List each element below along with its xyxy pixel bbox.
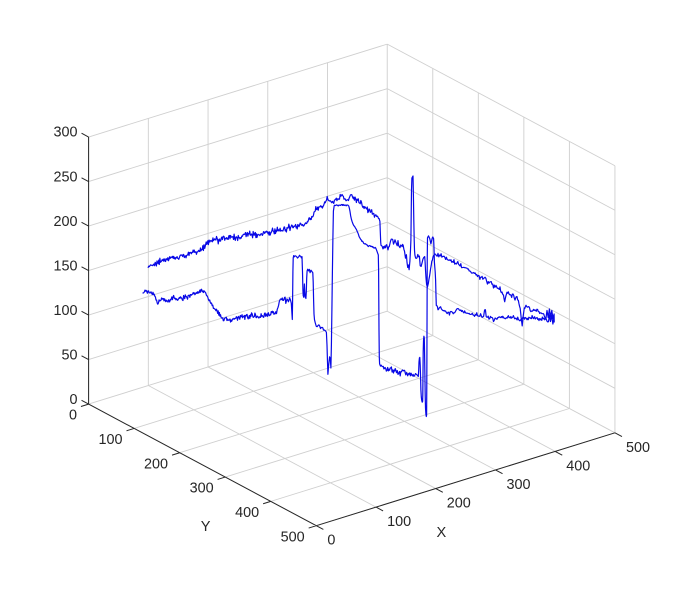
svg-text:150: 150 [53,258,77,274]
svg-text:500: 500 [626,440,650,456]
svg-text:0: 0 [69,408,77,424]
svg-text:300: 300 [507,477,531,493]
svg-text:0: 0 [69,392,77,408]
svg-text:100: 100 [387,514,411,530]
svg-text:X: X [437,525,447,541]
svg-text:100: 100 [98,432,122,448]
svg-text:400: 400 [566,458,590,474]
svg-text:Y: Y [201,519,211,535]
svg-text:400: 400 [235,505,259,521]
svg-text:250: 250 [53,169,77,185]
svg-text:0: 0 [327,533,335,549]
svg-text:300: 300 [53,125,77,141]
svg-text:200: 200 [447,496,471,512]
svg-text:200: 200 [53,214,77,230]
svg-text:300: 300 [190,481,214,497]
svg-text:50: 50 [61,347,77,363]
svg-text:500: 500 [281,529,305,545]
svg-text:100: 100 [53,303,77,319]
svg-text:200: 200 [144,456,168,472]
